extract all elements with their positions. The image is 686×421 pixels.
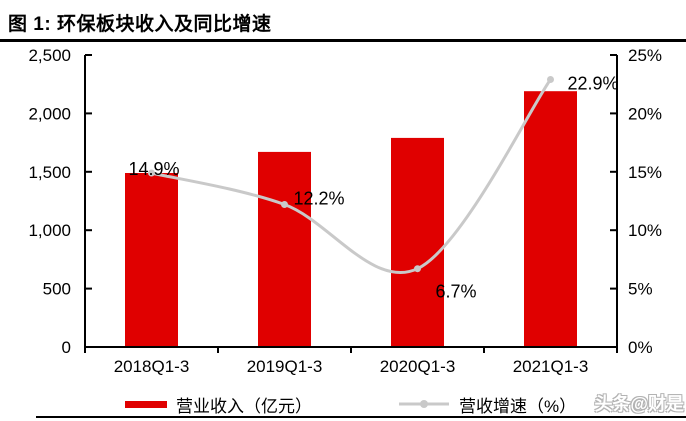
legend: 营业收入（亿元） 营收增速（%） 头条@财是 — [0, 391, 686, 417]
legend-label-revenue: 营业收入（亿元） — [176, 396, 312, 416]
x-axis-label-2020Q1-3: 2020Q1-3 — [380, 357, 456, 376]
y-axis-left-label: 0 — [62, 338, 71, 357]
x-axis-label-2018Q1-3: 2018Q1-3 — [114, 357, 190, 376]
growth-point-label-2020Q1-3: 6.7% — [436, 282, 477, 302]
growth-point-label-2018Q1-3: 14.9% — [128, 159, 179, 179]
legend-label-growth: 营收增速（%） — [459, 396, 577, 416]
revenue-bar-2019Q1-3 — [258, 151, 311, 347]
revenue-bar-2018Q1-3 — [125, 173, 178, 347]
legend-item-growth: 营收增速（%） — [398, 391, 576, 417]
y-axis-left-label: 1,500 — [28, 163, 71, 182]
chart-plot: 2,500 25% 2,000 20% 1,500 15% 1,000 10% 500 5% 0 0%… — [28, 46, 662, 376]
bar-swatch-icon — [125, 400, 167, 408]
growth-line — [150, 78, 552, 275]
growth-marker-2020Q1-3 — [414, 265, 421, 273]
y-axis-right-label: 15% — [628, 163, 662, 182]
line-swatch-icon — [399, 400, 449, 408]
y-axis-left-label: 500 — [43, 280, 71, 299]
y-axis-right-label: 5% — [628, 280, 653, 299]
revenue-bar-2020Q1-3 — [391, 137, 444, 347]
y-axis-left-label: 2,000 — [28, 104, 71, 123]
y-axis-right-label: 10% — [628, 221, 662, 240]
y-axis-right-label: 20% — [628, 104, 662, 123]
growth-point-label-2019Q1-3: 12.2% — [294, 189, 345, 209]
revenue-bar-2021Q1-3 — [524, 91, 577, 347]
growth-marker-2019Q1-3 — [281, 201, 288, 208]
bottom-rule — [36, 416, 686, 418]
growth-point-label-2021Q1-3: 22.9% — [568, 74, 619, 94]
y-axis-right-label: 25% — [628, 46, 662, 65]
figure-title: 图 1: 环保板块收入及同比增速 — [8, 14, 272, 35]
growth-marker-2018Q1-3 — [148, 169, 155, 177]
y-axis-left-label: 1,000 — [28, 221, 71, 240]
legend-item-revenue: 营业收入（亿元） — [125, 391, 312, 417]
y-axis-left-label: 2,500 — [28, 46, 71, 65]
growth-marker-2021Q1-3 — [547, 76, 554, 83]
y-axis-right-label: 0% — [628, 338, 653, 357]
watermark: 头条@财是 — [594, 394, 684, 414]
title-rule — [0, 39, 686, 42]
x-axis-label-2021Q1-3: 2021Q1-3 — [513, 357, 589, 376]
x-axis-label-2019Q1-3: 2019Q1-3 — [247, 357, 323, 376]
